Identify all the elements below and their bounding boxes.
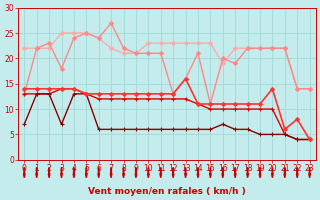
X-axis label: Vent moyen/en rafales ( km/h ): Vent moyen/en rafales ( km/h )	[88, 187, 246, 196]
